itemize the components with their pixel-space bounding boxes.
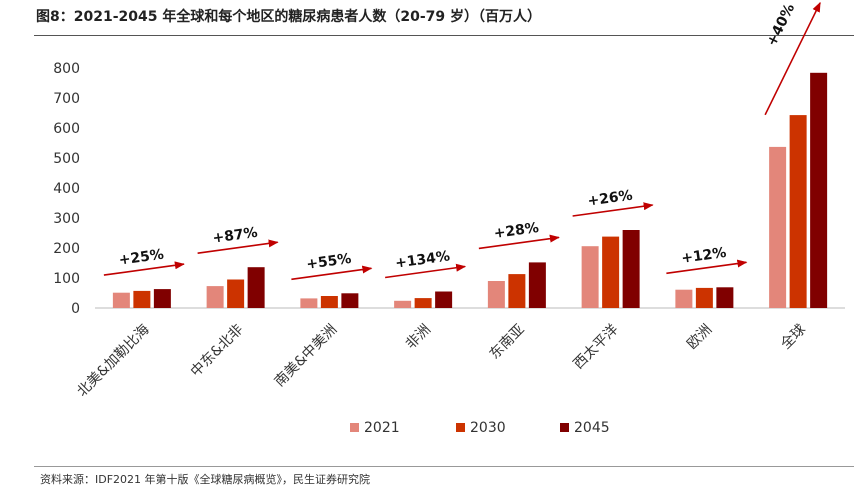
growth-arrow xyxy=(103,261,185,276)
bar-2045 xyxy=(435,291,453,308)
growth-arrow xyxy=(197,239,279,254)
title-divider xyxy=(34,35,854,36)
bars xyxy=(112,72,828,308)
bar-2030 xyxy=(602,236,620,308)
y-tick-label: 0 xyxy=(71,301,80,317)
bar-2021 xyxy=(112,292,130,308)
bar-2021 xyxy=(675,289,693,308)
y-tick-label: 200 xyxy=(53,241,80,257)
growth-label: +26% xyxy=(587,188,634,210)
growth-arrow xyxy=(478,234,560,250)
legend: 2021 2030 2045 xyxy=(350,420,610,436)
growth-label: +134% xyxy=(394,248,451,271)
growth-arrow xyxy=(666,259,748,275)
bar-2045 xyxy=(341,293,359,308)
y-tick-label: 600 xyxy=(53,121,80,137)
bar-2021 xyxy=(206,286,224,308)
bar-2030 xyxy=(133,290,151,308)
y-tick-label: 700 xyxy=(53,91,80,107)
bar-2045 xyxy=(153,289,171,308)
y-tick-label: 100 xyxy=(53,271,80,287)
bar-2030 xyxy=(508,274,526,308)
y-tick-label: 500 xyxy=(53,151,80,167)
bar-2030 xyxy=(789,115,807,308)
bar-2021 xyxy=(769,146,787,308)
y-tick-label: 400 xyxy=(53,181,80,197)
legend-label-2030: 2030 xyxy=(470,420,506,436)
chart-title: 图8：2021-2045 年全球和每个地区的糖尿病患者人数（20-79 岁）（百… xyxy=(36,9,542,25)
legend-swatch-2045 xyxy=(560,423,569,432)
x-tick-label: 中东&北非 xyxy=(188,322,247,381)
growth-arrow xyxy=(572,202,654,217)
bar-2030 xyxy=(414,298,432,308)
growth-label: +55% xyxy=(305,251,352,273)
legend-label-2021: 2021 xyxy=(364,420,400,436)
growth-label: +28% xyxy=(493,220,540,242)
y-tick-label: 300 xyxy=(53,211,80,227)
bar-2045 xyxy=(247,267,265,308)
growth-label: +87% xyxy=(212,225,259,247)
bar-2045 xyxy=(716,287,734,308)
source-note: 资料来源：IDF2021 年第十版《全球糖尿病概览》，民生证券研究院 xyxy=(40,473,371,486)
bar-2021 xyxy=(581,246,599,308)
bar-2021 xyxy=(487,281,505,308)
legend-label-2045: 2045 xyxy=(574,420,610,436)
bar-2045 xyxy=(810,72,828,308)
growth-label: +25% xyxy=(118,247,165,269)
legend-swatch-2021 xyxy=(350,423,359,432)
bar-2030 xyxy=(227,279,245,308)
x-tick-label: 东南亚 xyxy=(487,322,528,363)
y-tick-label: 800 xyxy=(53,61,80,77)
growth-arrows: +25% +87% +55% +134% +28% +26% +12% +40% xyxy=(103,1,821,281)
x-axis-labels: 北美&加勒比海 中东&北非 南美&中美洲 非洲 东南亚 西太平洋 欧洲 全球 xyxy=(74,321,809,400)
growth-arrow xyxy=(764,1,821,116)
legend-swatch-2030 xyxy=(456,423,465,432)
growth-label: +12% xyxy=(680,245,727,267)
bar-2030 xyxy=(320,296,338,308)
source-divider xyxy=(34,466,854,467)
x-tick-label: 北美&加勒比海 xyxy=(74,322,152,400)
growth-arrow xyxy=(291,265,373,281)
x-tick-label: 西太平洋 xyxy=(571,322,622,373)
bar-2021 xyxy=(300,298,318,308)
y-axis: 0 100 200 300 400 500 600 700 800 xyxy=(53,61,845,317)
bar-2021 xyxy=(394,300,412,308)
bar-2045 xyxy=(622,230,640,308)
x-tick-label: 南美&中美洲 xyxy=(272,322,341,391)
bar-2045 xyxy=(528,262,546,308)
x-tick-label: 全球 xyxy=(777,321,809,353)
growth-label: +40% xyxy=(764,1,798,49)
x-tick-label: 非洲 xyxy=(403,322,434,353)
bar-2030 xyxy=(695,287,713,308)
growth-arrow xyxy=(385,263,467,279)
x-tick-label: 欧洲 xyxy=(684,322,715,353)
